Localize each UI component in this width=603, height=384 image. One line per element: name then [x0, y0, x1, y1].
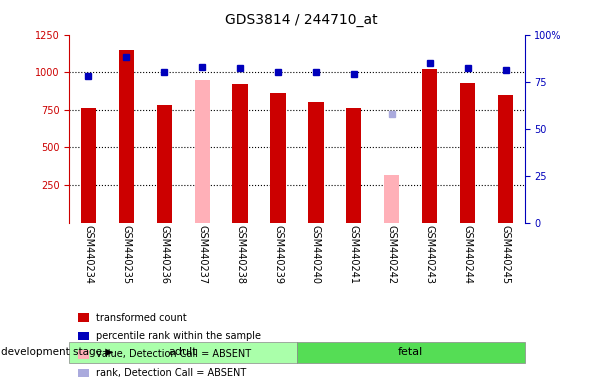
Text: development stage ▶: development stage ▶ — [1, 347, 113, 358]
Bar — [346, 108, 361, 223]
Text: rank, Detection Call = ABSENT: rank, Detection Call = ABSENT — [96, 368, 247, 378]
Text: fetal: fetal — [398, 347, 423, 358]
Text: percentile rank within the sample: percentile rank within the sample — [96, 331, 262, 341]
Bar — [384, 175, 399, 223]
Bar — [308, 102, 324, 223]
Text: adult: adult — [169, 347, 197, 358]
Bar — [119, 50, 134, 223]
Bar — [195, 80, 210, 223]
Bar — [81, 108, 96, 223]
Text: transformed count: transformed count — [96, 313, 187, 323]
Bar — [233, 84, 248, 223]
Bar — [422, 69, 437, 223]
Bar — [460, 83, 475, 223]
Text: value, Detection Call = ABSENT: value, Detection Call = ABSENT — [96, 349, 251, 359]
Bar — [270, 93, 286, 223]
Bar — [498, 95, 513, 223]
Bar — [157, 105, 172, 223]
Text: GDS3814 / 244710_at: GDS3814 / 244710_at — [225, 13, 378, 27]
